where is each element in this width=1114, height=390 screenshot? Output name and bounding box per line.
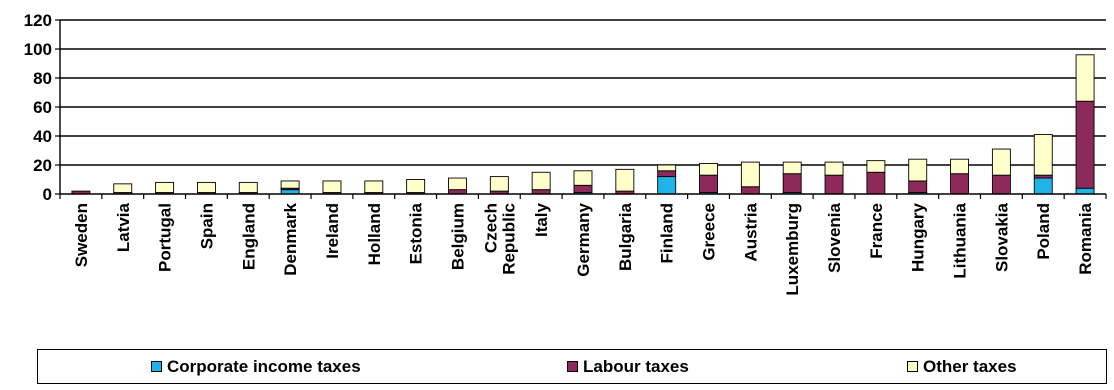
- legend-label-other: Other taxes: [923, 356, 1017, 376]
- x-tick-label: Estonia: [407, 202, 426, 264]
- y-tick-label: 0: [43, 185, 52, 204]
- bar-other: [782, 161, 802, 175]
- x-tick-label: Belgium: [448, 203, 467, 270]
- bar-other: [196, 181, 216, 193]
- bar-labour: [950, 173, 970, 195]
- bar-labour: [908, 180, 928, 193]
- bar-labour: [1075, 100, 1095, 189]
- bar-labour: [657, 170, 677, 178]
- x-tick-label: Bulgaria: [616, 202, 635, 271]
- legend-label-labour: Labour taxes: [583, 356, 689, 376]
- x-tick-label: Hungary: [909, 202, 928, 272]
- legend-item-other: Other taxes: [907, 350, 1017, 383]
- bar-labour: [866, 171, 886, 195]
- legend-swatch-labour: [567, 361, 578, 372]
- y-tick-label: 20: [33, 156, 52, 175]
- bar-other: [950, 158, 970, 175]
- bar-other: [699, 163, 718, 176]
- bar-other: [113, 183, 133, 194]
- bar-other: [866, 160, 886, 173]
- bar-other: [991, 148, 1011, 176]
- bar-other: [155, 181, 175, 193]
- x-tick-label: Romania: [1076, 202, 1095, 274]
- x-tick-label: Luxemburg: [783, 203, 802, 296]
- y-tick-label: 100: [24, 40, 52, 59]
- x-tick-label: Latvia: [114, 202, 133, 252]
- x-tick-label: Republic: [499, 203, 518, 275]
- bar-corporate: [1075, 187, 1095, 195]
- bar-other: [406, 179, 426, 194]
- x-tick-label: Holland: [365, 203, 384, 265]
- x-tick-label: Slovakia: [992, 202, 1011, 272]
- bar-corporate: [657, 176, 677, 195]
- bar-labour: [991, 174, 1011, 195]
- y-tick-label: 120: [24, 11, 52, 30]
- bar-labour: [740, 186, 760, 195]
- legend-swatch-corporate: [151, 361, 162, 372]
- x-tick-label: Poland: [1034, 203, 1053, 260]
- bar-other: [740, 161, 760, 188]
- x-tick-label: Italy: [532, 202, 551, 237]
- bar-labour: [573, 184, 593, 194]
- x-tick-label: Finland: [658, 203, 677, 263]
- x-tick-label: Spain: [197, 203, 216, 249]
- legend-item-corporate: Corporate income taxes: [151, 350, 361, 383]
- y-tick-label: 80: [33, 69, 52, 88]
- x-tick-label: France: [867, 203, 886, 259]
- x-tick-label: Slovenia: [825, 202, 844, 272]
- y-tick-label: 40: [33, 127, 52, 146]
- bar-other: [322, 180, 342, 193]
- x-tick-label: England: [239, 203, 258, 270]
- chart-plot: 0 20 40 60 80 100 120 Sweden Latvia Portugal Spai…: [24, 11, 1107, 296]
- bar-other: [615, 168, 635, 192]
- x-tick-label: Lithuania: [951, 202, 970, 278]
- bar-labour: [699, 174, 718, 193]
- bar-other: [531, 171, 551, 191]
- x-tick-label: Portugal: [156, 203, 175, 272]
- x-tick-label: Germany: [574, 202, 593, 276]
- x-tick-label: Ireland: [323, 203, 342, 259]
- x-tick-label: Czech: [481, 203, 500, 253]
- bar-other: [448, 177, 467, 191]
- bar-other: [908, 158, 928, 182]
- bar-other: [238, 181, 258, 193]
- bar-other: [364, 180, 384, 193]
- bar-other: [489, 176, 509, 192]
- y-tick-label: 60: [33, 98, 52, 117]
- bar-corporate: [1033, 177, 1053, 195]
- legend: Corporate income taxes Labour taxes Othe…: [37, 349, 1107, 384]
- legend-swatch-other: [907, 361, 918, 372]
- bar-labour: [824, 174, 844, 195]
- x-tick-label: Denmark: [281, 202, 300, 275]
- bar-other: [573, 170, 593, 186]
- x-tick-label: Sweden: [72, 203, 91, 267]
- legend-label-corporate: Corporate income taxes: [167, 356, 361, 376]
- bar-labour: [782, 173, 802, 193]
- bar-other: [657, 164, 677, 172]
- bar-other: [1075, 54, 1095, 102]
- x-tick-label: Austria: [741, 202, 760, 261]
- bar-other: [280, 180, 300, 189]
- bar-other: [1033, 134, 1053, 176]
- legend-item-labour: Labour taxes: [567, 350, 689, 383]
- bar-other: [824, 161, 844, 176]
- x-tick-label: Greece: [700, 203, 719, 261]
